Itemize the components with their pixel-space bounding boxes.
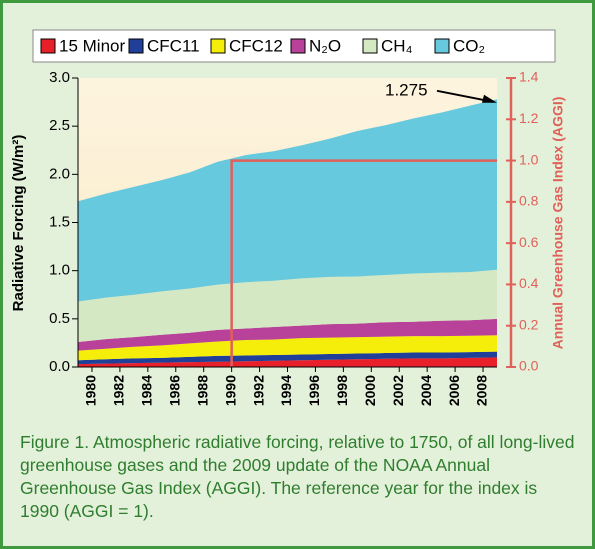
y-tick-label: 1.0 [49, 262, 70, 279]
x-tick-label: 1984 [139, 375, 155, 406]
y2-tick-label: 0.2 [519, 316, 539, 332]
legend-swatch [40, 38, 56, 54]
legend-label: N₂O [309, 36, 341, 55]
legend-swatch [362, 38, 378, 54]
x-tick-label: 1982 [111, 375, 127, 406]
area [78, 335, 497, 361]
x-tick-label: 1990 [222, 375, 238, 406]
reference-box [230, 159, 497, 367]
y-axis-label: Radiative Forcing (W/m²) [10, 135, 27, 312]
x-tick-label: 1992 [250, 375, 266, 406]
x-tick-label: 2006 [446, 375, 462, 406]
y-tick-label: 2.0 [49, 165, 70, 182]
y-tick-label: 1.5 [49, 213, 70, 230]
x-tick-label: 1980 [83, 375, 99, 406]
x-tick-label: 2008 [474, 375, 490, 406]
y2-tick-label: 0.8 [519, 193, 539, 209]
area [78, 351, 497, 365]
legend-swatch [434, 38, 450, 54]
area [78, 318, 497, 351]
y-tick-label: 3.0 [49, 69, 70, 86]
x-tick-label: 2002 [390, 375, 406, 406]
y-tick-label: 0.0 [49, 358, 70, 375]
y2-tick-label: 1.4 [519, 69, 539, 85]
legend-swatch [210, 38, 226, 54]
area [78, 269, 497, 342]
legend-label: CFC12 [229, 36, 283, 55]
annotation-label: 1.275 [385, 80, 428, 99]
x-tick-label: 1986 [166, 375, 182, 406]
caption: Figure 1. Atmospheric radiative forcing,… [20, 432, 575, 521]
legend-swatch [128, 38, 144, 54]
y2-axis-label: Annual Greenhouse Gas Index (AGGI) [550, 97, 566, 350]
x-tick-label: 2000 [362, 375, 378, 406]
y2-tick-label: 1.2 [519, 110, 539, 126]
area [78, 99, 497, 302]
legend-label: CFC11 [147, 36, 200, 55]
y2-tick-label: 0.0 [519, 358, 539, 374]
x-tick-label: 1998 [334, 375, 350, 406]
chart: Radiative Forcing (W/m²) Annual Greenhou… [10, 29, 566, 406]
y-tick-label: 2.5 [49, 117, 70, 134]
y2-tick-label: 0.4 [519, 275, 539, 291]
legend-label: 15 Minor [59, 36, 125, 55]
annotation-arrowhead [482, 94, 497, 103]
area [78, 357, 497, 367]
x-tick-label: 1988 [194, 375, 210, 406]
y2-tick-label: 1.0 [519, 151, 539, 167]
y-tick-label: 0.5 [49, 310, 70, 327]
x-tick-label: 1994 [278, 375, 294, 406]
x-tick-label: 1996 [306, 375, 322, 406]
y2-tick-label: 0.6 [519, 234, 539, 250]
legend-label: CH₄ [381, 36, 413, 55]
legend-label: CO₂ [453, 36, 485, 55]
legend-swatch [290, 38, 306, 54]
x-tick-label: 2004 [418, 375, 434, 406]
